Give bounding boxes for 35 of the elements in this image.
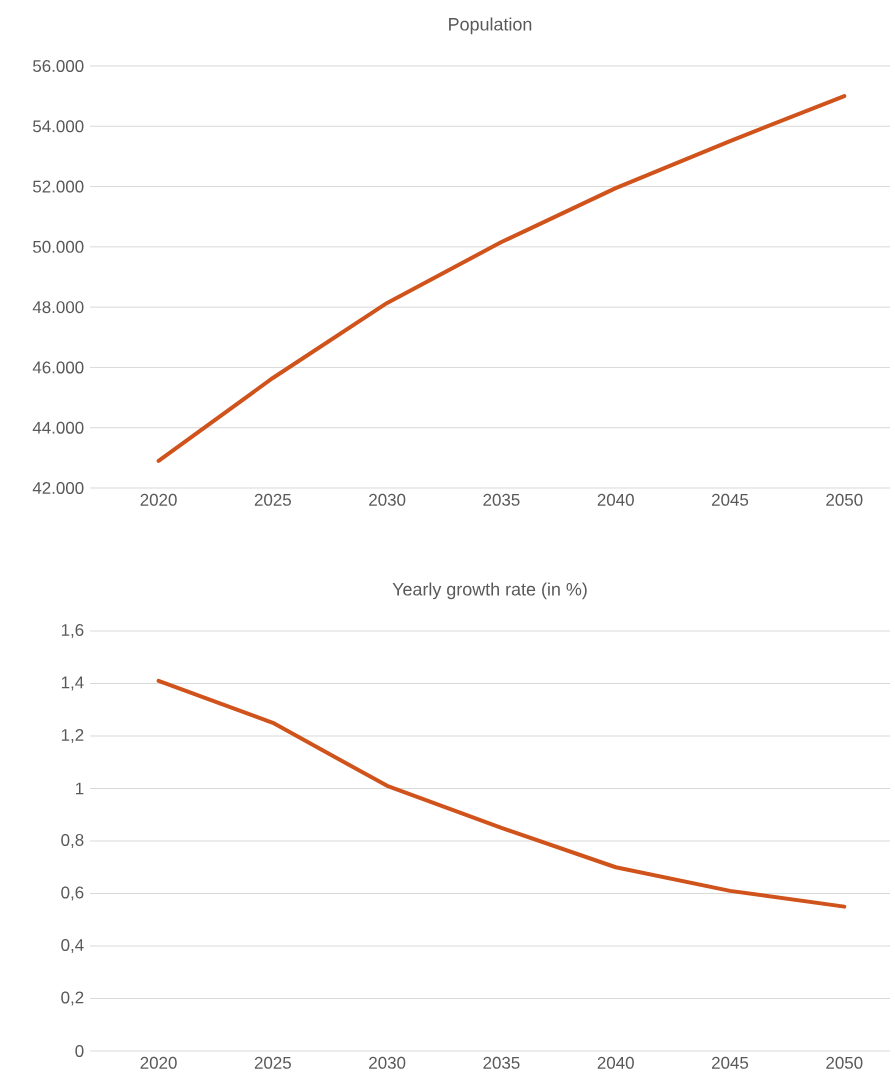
y-tick-label: 56.000 xyxy=(33,59,84,72)
x-tick-label: 2020 xyxy=(140,493,177,506)
x-tick-label: 2035 xyxy=(483,493,520,506)
y-tick-label: 50.000 xyxy=(33,240,84,253)
x-tick-label: 2040 xyxy=(597,1056,634,1069)
y-tick-label: 0,4 xyxy=(61,939,84,953)
y-tick-label: 1 xyxy=(76,782,84,795)
x-tick-label: 2050 xyxy=(826,1056,863,1069)
x-tick-label: 2025 xyxy=(254,1056,291,1069)
x-tick-label: 2025 xyxy=(254,493,291,506)
x-tick-label: 2020 xyxy=(140,1056,177,1069)
y-tick-label: 0,2 xyxy=(61,991,84,1006)
y-tick-label: 44.000 xyxy=(32,421,84,434)
y-tick-label: 0,8 xyxy=(61,834,84,848)
x-tick-label: 2030 xyxy=(369,493,406,506)
x-tick-label: 2045 xyxy=(712,1056,749,1069)
x-tick-label: 2030 xyxy=(369,1056,406,1069)
x-tick-label: 2035 xyxy=(483,1056,520,1069)
y-tick-label: 42.000 xyxy=(32,481,84,494)
x-tick-label: 2045 xyxy=(712,493,749,506)
y-tick-label: 1,2 xyxy=(61,729,84,743)
y-tick-label: 52.000 xyxy=(33,180,84,193)
y-tick-label: 0 xyxy=(75,1045,84,1057)
y-tick-label: 1,4 xyxy=(61,676,84,691)
chart-title: Yearly growth rate (in %) xyxy=(392,582,587,600)
y-tick-label: 54.000 xyxy=(33,120,84,133)
x-tick-label: 2040 xyxy=(597,493,634,506)
line-series xyxy=(156,678,847,909)
chart-title: Population xyxy=(449,17,532,35)
y-tick-label: 48.000 xyxy=(32,301,84,314)
y-tick-label: 1,6 xyxy=(61,624,84,638)
y-tick-label: 0,6 xyxy=(61,886,84,901)
y-tick-label: 46.000 xyxy=(32,361,84,374)
x-tick-label: 2050 xyxy=(826,493,863,506)
line-series xyxy=(156,94,847,463)
